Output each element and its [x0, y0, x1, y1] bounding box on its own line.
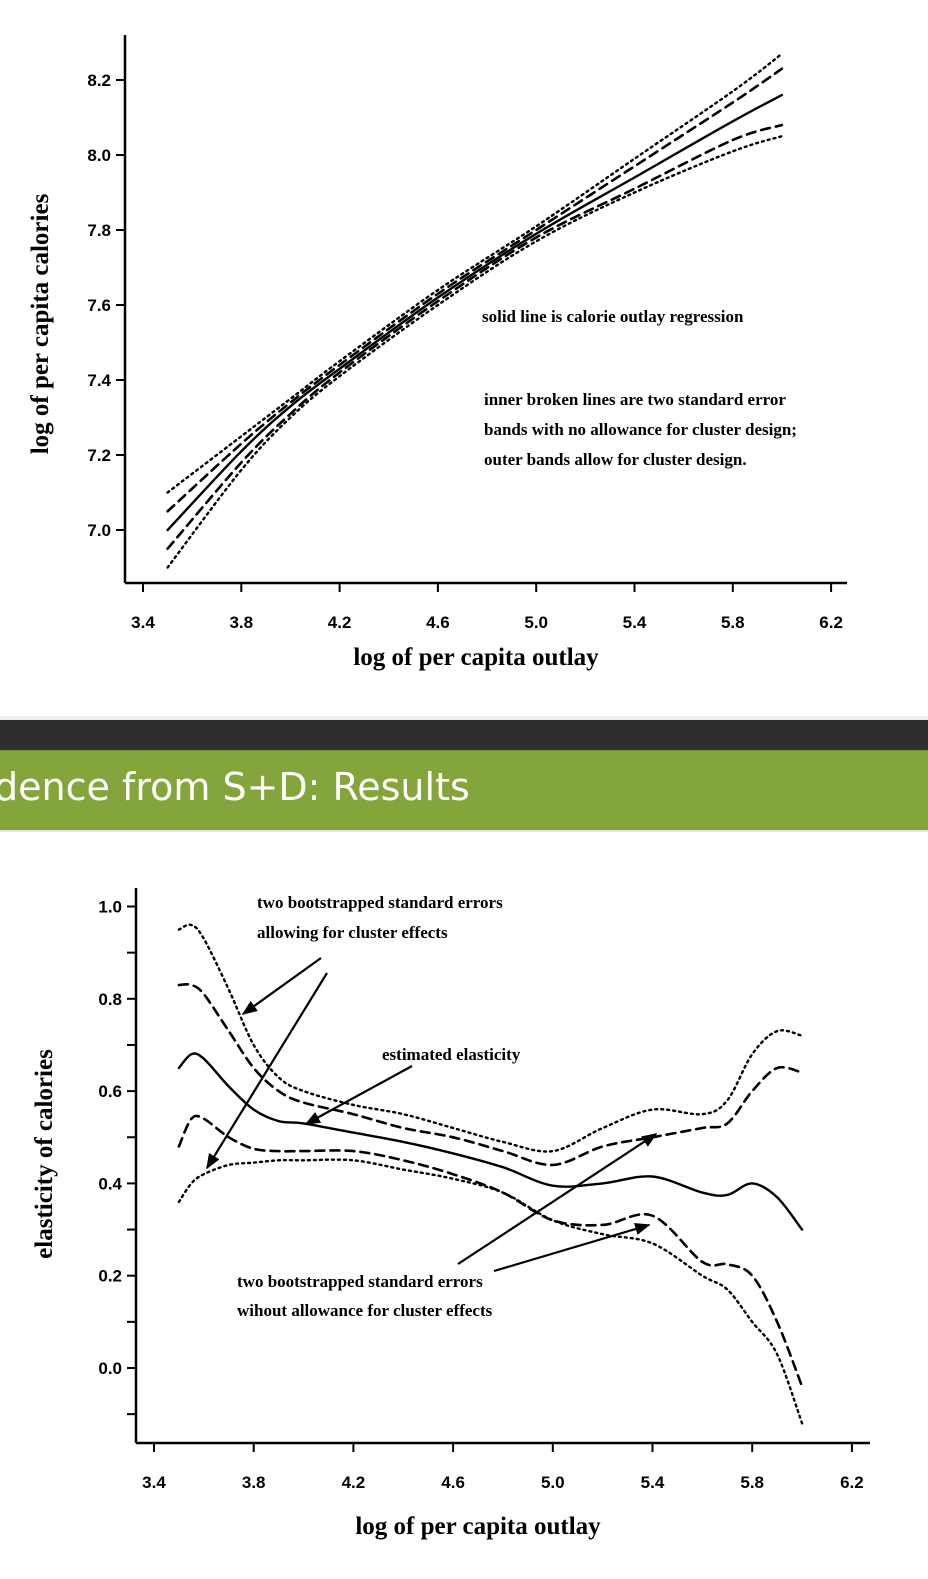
- chart2-x-axis-title: log of per capita outlay: [355, 1513, 601, 1540]
- arrow-nocluster-upper: [457, 1133, 658, 1265]
- y-tick-label: 8.0: [87, 146, 111, 165]
- annotation-arrows: [206, 957, 658, 1273]
- x-tick-label: 3.4: [142, 1473, 166, 1492]
- chart1-x-axis-title: log of per capita outlay: [353, 644, 599, 671]
- chart1-y-axis-title: log of per capita calories: [27, 193, 54, 454]
- x-tick-label: 5.0: [541, 1473, 565, 1492]
- arrow-nocluster-lower: [493, 1223, 651, 1273]
- y-tick-label: 8.2: [87, 71, 111, 90]
- chart1-note-bands-3: outer bands allow for cluster design.: [484, 450, 747, 469]
- x-tick-label: 6.2: [819, 613, 843, 632]
- series-line-dashed: [177, 982, 804, 1167]
- chart1-series: [166, 52, 784, 569]
- x-tick-label: 3.8: [229, 613, 253, 632]
- label-nocluster-2: wihout allowance for cluster effects: [237, 1301, 493, 1320]
- label-estimated: estimated elasticity: [382, 1045, 521, 1064]
- series-line-dotted: [177, 923, 804, 1153]
- chart1-axes: 3.4 3.8 4.2 4.6 5.0 5.4 5.8 6.2 7.0 7.2 7.4 7.6 7.8 8…: [87, 35, 847, 632]
- elasticity-chart: 3.4 3.8 4.2 4.6 5.0 5.4 5.8 6.2 0.0 0.2 0.4 0.6 0.8 1…: [31, 888, 870, 1540]
- slide-top-bar: [0, 720, 928, 750]
- y-tick-label: 0.4: [98, 1174, 122, 1193]
- chart2-y-axis-title: elasticity of calories: [31, 1049, 58, 1259]
- label-cluster-2: allowing for cluster effects: [257, 923, 448, 942]
- series-line-dotted: [177, 1158, 804, 1425]
- x-tick-label: 4.6: [426, 613, 450, 632]
- y-tick-label: 7.4: [87, 371, 111, 390]
- chart2-series: [177, 923, 804, 1425]
- slide-separator: [0, 716, 928, 720]
- series-line-dashed: [166, 123, 784, 550]
- chart1-note-bands-1: inner broken lines are two standard erro…: [484, 390, 786, 409]
- chart1-note-bands-2: bands with no allowance for cluster desi…: [484, 420, 797, 439]
- x-tick-label: 3.8: [242, 1473, 266, 1492]
- y-tick-label: 7.6: [87, 296, 111, 315]
- label-nocluster-1: two bootstrapped standard errors: [237, 1272, 483, 1291]
- arrow-estimated: [304, 1065, 413, 1125]
- calories-outlay-chart-panel: 3.4 3.8 4.2 4.6 5.0 5.4 5.8 6.2 7.0 7.2 7.4 7.6 7.8 8…: [0, 0, 928, 716]
- y-tick-label: 7.8: [87, 221, 111, 240]
- x-tick-label: 4.6: [441, 1473, 465, 1492]
- label-cluster-1: two bootstrapped standard errors: [257, 893, 503, 912]
- chart2-axes: 3.4 3.8 4.2 4.6 5.0 5.4 5.8 6.2 0.0 0.2 0.4 0.6 0.8 1…: [98, 888, 870, 1492]
- y-tick-label: 0.8: [98, 990, 122, 1009]
- y-tick-label: 7.0: [87, 521, 111, 540]
- x-tick-label: 5.4: [641, 1473, 665, 1492]
- x-tick-label: 5.8: [740, 1473, 764, 1492]
- elasticity-chart-panel: 3.4 3.8 4.2 4.6 5.0 5.4 5.8 6.2 0.0 0.2 0.4 0.6 0.8 1…: [0, 832, 928, 1574]
- slide-title: dence from S+D: Results: [0, 765, 470, 809]
- x-tick-label: 6.2: [840, 1473, 864, 1492]
- series-line-solid: [177, 1052, 804, 1231]
- arrow-cluster-lower: [206, 972, 328, 1170]
- series-line-dashed: [166, 67, 784, 513]
- y-tick-label: 7.2: [87, 446, 111, 465]
- x-tick-label: 5.4: [623, 613, 647, 632]
- series-line-solid: [166, 93, 784, 532]
- series-line-dotted: [166, 52, 784, 494]
- slide-title-bar: dence from S+D: Results: [0, 750, 928, 831]
- x-tick-label: 4.2: [328, 613, 352, 632]
- y-tick-label: 0.6: [98, 1082, 122, 1101]
- calories-outlay-chart: 3.4 3.8 4.2 4.6 5.0 5.4 5.8 6.2 7.0 7.2 7.4 7.6 7.8 8…: [27, 35, 847, 671]
- y-tick-label: 0.2: [98, 1267, 122, 1286]
- x-tick-label: 4.2: [342, 1473, 366, 1492]
- chart1-note-solid: solid line is calorie outlay regression: [482, 307, 744, 326]
- x-tick-label: 3.4: [131, 613, 155, 632]
- y-tick-label: 0.0: [98, 1359, 122, 1378]
- y-tick-label: 1.0: [98, 898, 122, 917]
- series-line-dashed: [177, 1114, 804, 1388]
- arrow-cluster-upper: [241, 957, 322, 1015]
- x-tick-label: 5.0: [524, 613, 548, 632]
- x-tick-label: 5.8: [721, 613, 745, 632]
- series-line-dotted: [166, 135, 784, 569]
- title-bar-underline: [0, 830, 928, 832]
